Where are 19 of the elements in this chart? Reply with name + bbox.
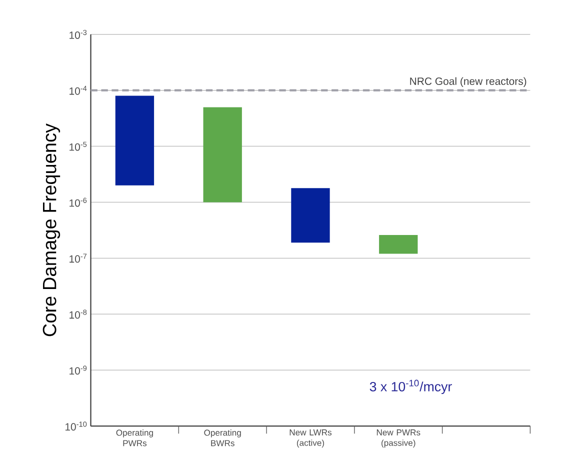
- y-tick-label: 10$^{-6}$: [70, 198, 87, 207]
- bar: [203, 107, 242, 202]
- y-axis-title: Core Damage Frequency: [42, 123, 60, 336]
- ref-line-label: NRC Goal (new reactors): [410, 77, 526, 87]
- x-tick-label: New LWRs (active): [290, 429, 332, 448]
- y-tick-label: 10$^{-10}$: [65, 421, 87, 430]
- y-tick-label: 10$^{-3}$: [70, 30, 87, 39]
- x-tick-label: New PWRs (passive): [376, 429, 420, 448]
- annotation: 3 x 10$^{-10}$/mcyr: [370, 380, 452, 394]
- x-tick-label: Operating BWRs: [204, 429, 241, 446]
- y-tick-label: 10$^{-7}$: [70, 254, 87, 263]
- y-tick-label: 10$^{-9}$: [70, 365, 87, 374]
- bar: [291, 188, 330, 242]
- y-tick-label: 10$^{-5}$: [70, 142, 87, 151]
- bar: [115, 96, 154, 186]
- x-tick-label: Operating PWRs: [116, 429, 153, 446]
- bar: [379, 234, 418, 254]
- y-tick-label: 10$^{-4}$: [70, 86, 87, 95]
- y-tick-label: 10$^{-8}$: [70, 310, 87, 319]
